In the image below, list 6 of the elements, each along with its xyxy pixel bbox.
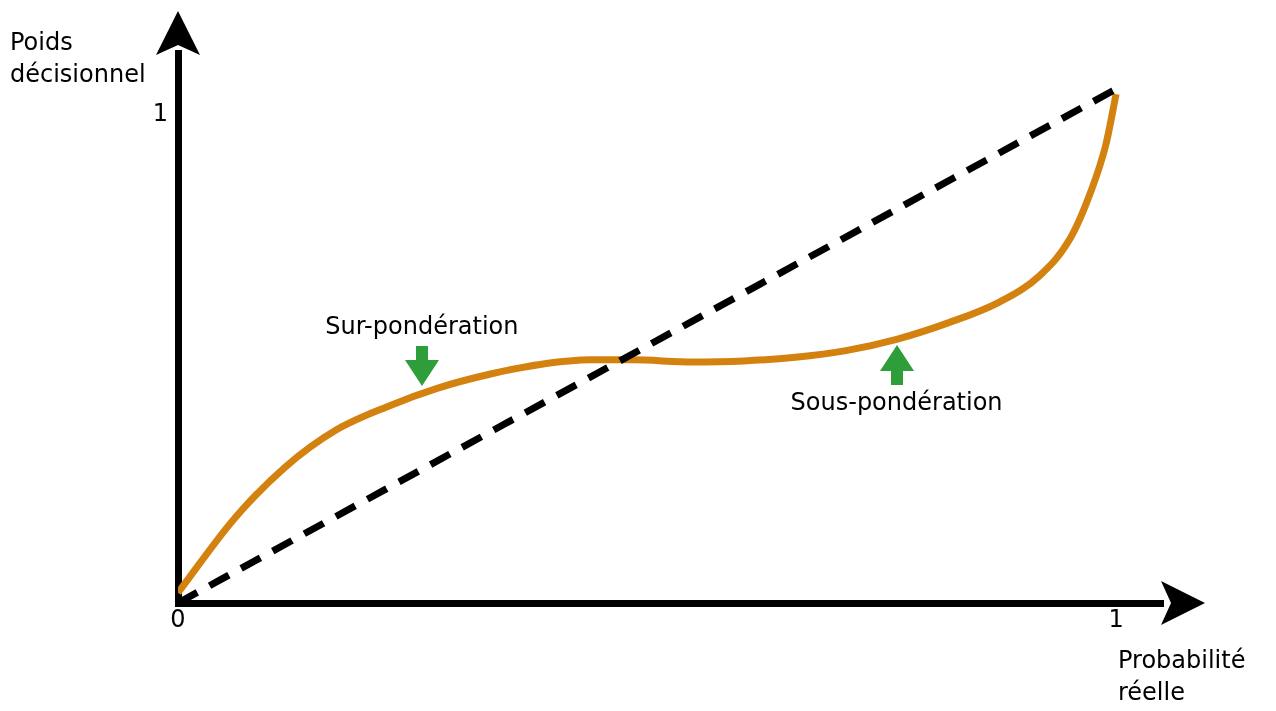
text: 1 (152, 99, 168, 128)
annotation: Sur-pondération (325, 312, 519, 341)
x-axis-title: Probabilité réelle (1118, 645, 1247, 708)
x-tick-label: 0 (170, 604, 186, 633)
y-axis-title: Poids décisionnel (10, 27, 147, 90)
annotation: Sous-pondération (790, 387, 1003, 416)
